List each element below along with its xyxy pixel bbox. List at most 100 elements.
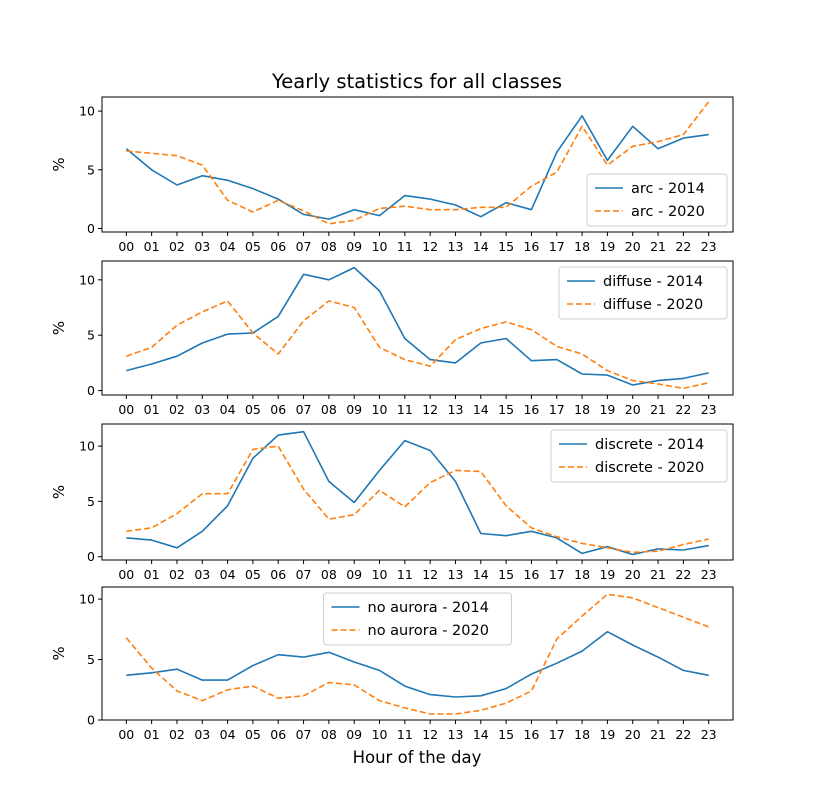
y-tick-label: 10 [79,592,95,607]
x-tick-label: 09 [346,567,362,582]
x-tick-label: 06 [270,727,286,742]
x-tick-label: 14 [473,402,489,417]
x-tick-label: 22 [675,727,691,742]
y-tick-label: 10 [79,104,95,119]
series-line-2020 [125,593,709,715]
y-axis-label: % [50,321,68,335]
x-tick-label: 06 [270,402,286,417]
x-tick-label: 20 [625,727,641,742]
x-tick-label: 00 [118,239,134,254]
x-tick-label: 03 [194,727,210,742]
x-tick-label: 06 [270,239,286,254]
x-tick-label: 13 [448,239,464,254]
y-tick-label: 10 [79,272,95,287]
x-tick-label: 17 [549,567,565,582]
x-tick-label: 19 [599,239,615,254]
x-tick-label: 05 [245,567,261,582]
x-tick-label: 18 [574,727,590,742]
x-tick-label: 15 [498,567,514,582]
x-tick-label: 11 [397,727,413,742]
x-tick-label: 10 [372,727,388,742]
x-tick-label: 19 [599,727,615,742]
y-axis-label: % [50,157,68,171]
x-tick-label: 20 [625,402,641,417]
x-tick-label: 12 [422,402,438,417]
x-tick-label: 12 [422,567,438,582]
x-tick-label: 19 [599,567,615,582]
y-tick-label: 0 [87,221,95,236]
legend-box [323,592,512,646]
x-tick-label: 14 [473,567,489,582]
y-tick-label: 5 [87,652,95,667]
series-line-2020 [126,101,710,225]
x-tick-label: 00 [118,727,134,742]
plot-frame [101,586,734,721]
x-tick-label: 23 [701,567,717,582]
x-tick-label: 23 [701,402,717,417]
legend-box [558,266,728,320]
x-axis-label: Hour of the day [353,748,482,767]
x-tick-label: 10 [372,567,388,582]
x-tick-label: 07 [296,239,312,254]
legend-box [550,429,728,483]
x-tick-label: 15 [498,239,514,254]
x-tick-label: 11 [397,567,413,582]
series-line-2014 [126,266,709,386]
x-tick-label: 10 [372,239,388,254]
x-tick-label: 23 [701,239,717,254]
x-tick-label: 22 [675,402,691,417]
x-tick-label: 09 [346,402,362,417]
x-tick-label: 13 [448,567,464,582]
x-tick-label: 21 [650,402,666,417]
x-tick-label: 02 [169,727,185,742]
x-tick-label: 12 [422,727,438,742]
x-tick-label: 03 [194,567,210,582]
x-tick-label: 18 [574,402,590,417]
series-line-2020 [126,300,709,390]
x-tick-label: 19 [599,402,615,417]
x-tick-label: 16 [523,727,539,742]
legend: diffuse - 2014 diffuse - 2020 [558,266,728,320]
x-tick-label: 22 [675,567,691,582]
y-tick-label: 0 [87,713,95,728]
plot-frame [101,260,734,396]
x-tick-label: 01 [144,239,160,254]
x-tick-label: 11 [397,402,413,417]
x-tick-label: 03 [194,239,210,254]
x-tick-label: 01 [144,727,160,742]
x-tick-label: 04 [220,567,236,582]
legend-label: discrete - 2020 [595,460,704,476]
x-tick-label: 17 [549,239,565,254]
x-tick-label: 21 [650,727,666,742]
x-tick-label: 05 [245,727,261,742]
x-tick-label: 23 [701,727,717,742]
x-tick-label: 17 [549,402,565,417]
legend-box [586,173,728,227]
x-tick-label: 09 [346,239,362,254]
x-tick-label: 02 [169,567,185,582]
x-tick-label: 14 [473,727,489,742]
legend-label: arc - 2020 [631,204,705,220]
chart-title: Yearly statistics for all classes [271,70,562,93]
x-tick-label: 00 [118,402,134,417]
x-tick-label: 04 [220,727,236,742]
y-tick-label: 5 [87,328,95,343]
y-tick-label: 0 [87,383,95,398]
y-tick-label: 0 [87,549,95,564]
legend: no aurora - 2014 no aurora - 2020 [323,592,512,646]
x-tick-label: 20 [625,567,641,582]
x-tick-label: 02 [169,402,185,417]
x-tick-label: 07 [296,727,312,742]
series-line-2014 [125,115,709,220]
legend-label: diffuse - 2014 [603,274,703,290]
x-tick-label: 18 [574,567,590,582]
x-tick-label: 04 [220,402,236,417]
x-tick-label: 21 [650,567,666,582]
x-tick-label: 01 [144,402,160,417]
x-tick-label: 05 [245,402,261,417]
x-tick-label: 04 [220,239,236,254]
y-tick-label: 10 [79,439,95,454]
legend-label: no aurora - 2020 [368,623,489,639]
